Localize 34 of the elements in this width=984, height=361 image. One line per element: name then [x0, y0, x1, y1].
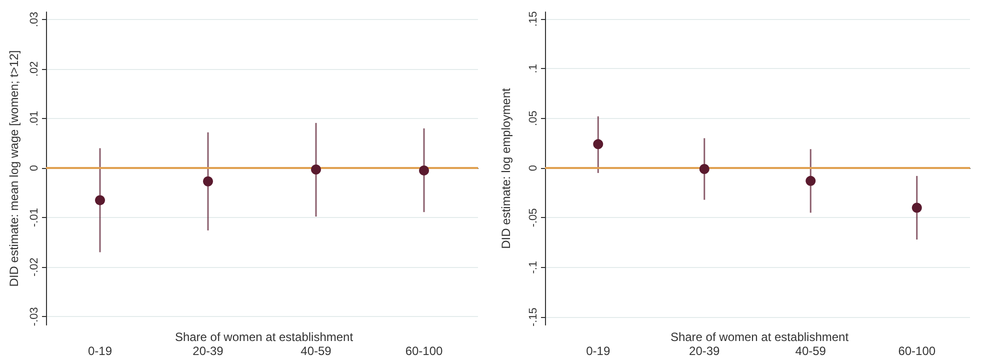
y-tick-label: -.01: [28, 208, 40, 228]
x-tick-label: 20-39: [192, 344, 224, 358]
y-tick-label: .05: [528, 110, 540, 126]
y-tick-label: 0: [528, 164, 540, 172]
y-tick-label: -.03: [28, 307, 40, 326]
x-tick-label: 40-59: [300, 344, 332, 358]
point: [593, 139, 604, 150]
point: [419, 165, 429, 176]
point: [806, 176, 816, 186]
x-tick-label: 0-19: [88, 344, 112, 358]
point: [699, 164, 710, 174]
x-axis-title: Share of women at establishment: [174, 330, 354, 344]
x-axis-title: Share of women at establishment: [670, 330, 850, 344]
y-axis-title: DID estimate: mean log wage [women; t>12]: [7, 50, 21, 287]
y-tick-label: .15: [528, 11, 540, 27]
x-tick-label: 60-100: [898, 344, 936, 358]
y-tick-label: .03: [28, 12, 40, 28]
x-tick-label: 20-39: [689, 344, 720, 358]
y-tick-label: .1: [528, 64, 540, 74]
point: [311, 164, 321, 174]
y-tick-label: -.05: [528, 208, 540, 228]
y-tick-label: -.1: [528, 260, 540, 274]
point: [203, 176, 213, 186]
y-tick-label: -.15: [528, 308, 540, 327]
y-axis-title: DID estimate: log employment: [499, 87, 513, 249]
y-tick-label: -.02: [28, 258, 40, 277]
y-tick-label: 0: [28, 164, 40, 172]
x-tick-label: 0-19: [586, 344, 610, 358]
x-tick-label: 60-100: [405, 344, 444, 358]
point: [95, 195, 105, 206]
point: [912, 202, 922, 213]
x-tick-label: 40-59: [795, 344, 826, 358]
y-tick-label: .01: [28, 110, 40, 126]
y-tick-label: .02: [28, 61, 40, 77]
